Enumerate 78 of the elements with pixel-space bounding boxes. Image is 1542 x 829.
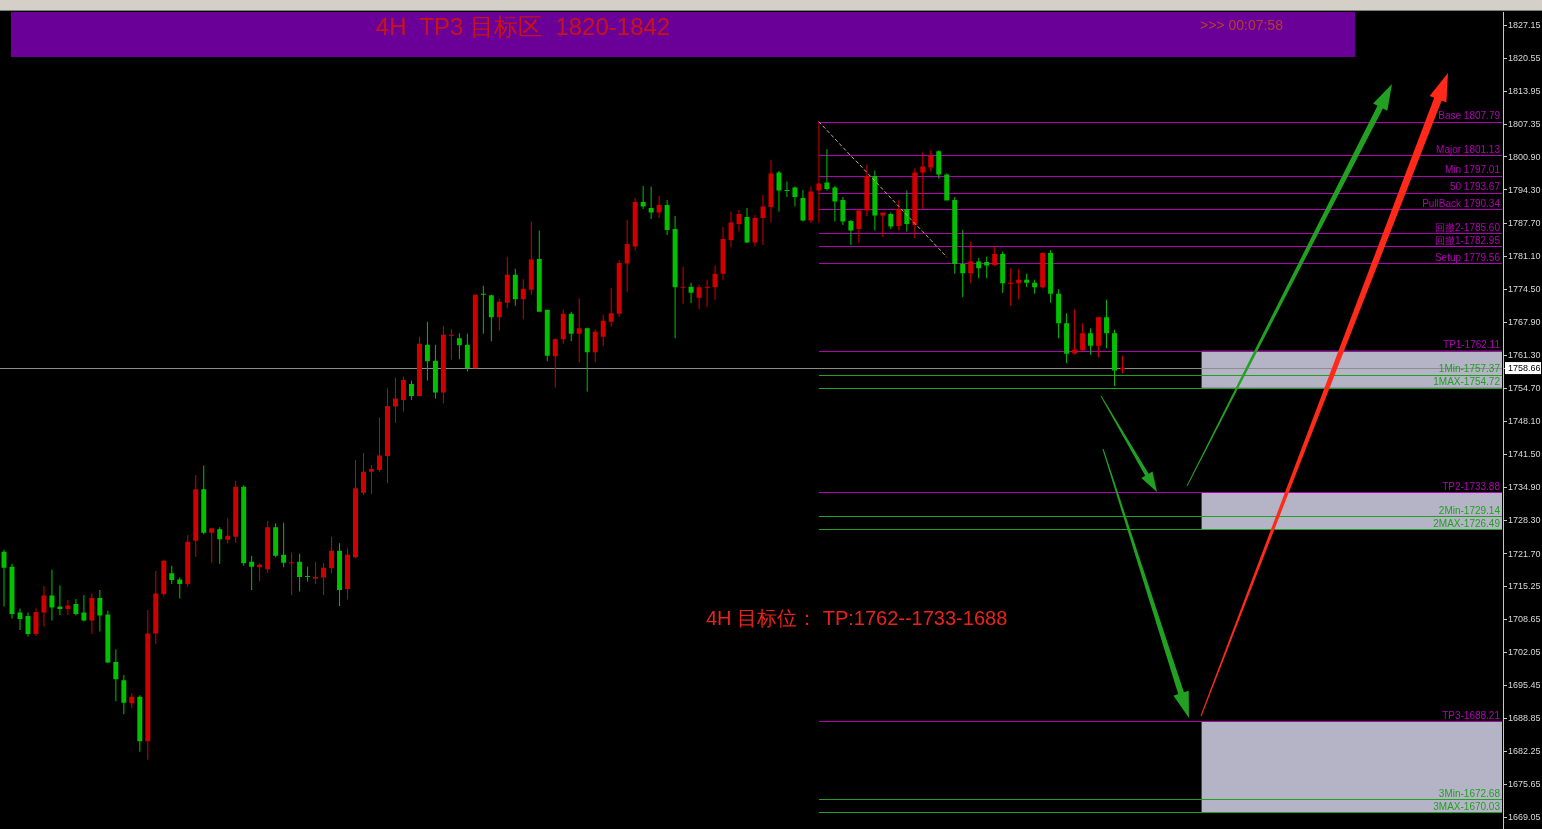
candlestick [960,230,966,298]
candlestick [65,599,71,615]
y-tick-label: 1675.65 [1508,779,1541,790]
line-series [818,121,948,258]
candlestick [480,285,486,334]
y-tick-label: 1721.70 [1508,548,1541,559]
candlestick [289,552,295,595]
ref-label: Min 1797.01 [1444,164,1500,176]
candlestick [1072,309,1078,355]
candlestick [209,528,215,563]
y-tick-label: 1781.10 [1508,250,1541,261]
y-tick-label: 1741.50 [1508,449,1541,460]
candlestick [57,585,63,615]
y-tick-label: 1758.66 [1508,363,1541,374]
y-tick-label: 1820.55 [1508,53,1541,64]
candlestick [576,298,582,363]
candlestick [984,256,990,279]
y-tick-label: 1813.95 [1508,86,1541,97]
y-tick-label: 1688.85 [1508,713,1541,724]
candlestick [880,212,886,238]
y-tick-label: 1774.50 [1508,283,1541,294]
ref-label: 回撤2-1785.60 [1434,221,1500,233]
y-tick-label: 1767.90 [1508,316,1541,327]
candlestick [608,288,614,327]
candlestick [169,565,175,584]
ref-label: 3Min-1672.68 [1438,787,1500,799]
candlestick [784,181,790,197]
candlestick [217,527,223,564]
y-tick-label: 1682.25 [1508,746,1541,757]
candlestick [305,566,311,582]
candlestick [792,186,798,207]
ref-label: 50 1793.67 [1449,181,1500,193]
y-tick-label: 1787.70 [1508,217,1541,228]
y-tick-label: 1715.25 [1508,580,1541,591]
y-tick-label: 1794.30 [1508,184,1541,195]
title: 4H TP3 目标区 1820-1842 [375,13,671,40]
ref-label: 1Min-1757.37 [1438,363,1500,375]
candlestick [249,555,255,590]
y-tick-label: 1754.70 [1508,383,1541,394]
y-tick-label: 1748.10 [1508,416,1541,427]
ref-label: PullBack 1790.34 [1422,197,1500,209]
candlestick [393,377,398,424]
ref-label: TP2-1733.88 [1442,480,1500,492]
candlestick [920,152,926,209]
y-tick-label: 1695.45 [1508,680,1541,691]
candlestick [225,518,231,544]
y-tick-label: 1728.30 [1508,515,1541,526]
annotation: >>> 00:07:58 [1200,17,1283,33]
ref-label: 2Min-1729.14 [1438,504,1500,516]
candlestick [369,465,374,495]
ref-label: 2MAX-1726.49 [1433,517,1500,529]
candlestick [448,329,454,360]
ref-label: Base 1807.79 [1438,110,1500,122]
y-tick-label: 1761.30 [1508,350,1541,361]
ref-label: 回撤1-1782.95 [1434,234,1500,246]
y-tick-label: 1827.15 [1508,20,1541,30]
candlestick [281,522,287,568]
candlestick [704,279,710,308]
candlestick [816,121,822,224]
candlestick [824,149,830,191]
ref-label: TP3-1688.21 [1442,709,1500,721]
y-tick-label: 1702.05 [1508,647,1541,657]
candlestick [1008,268,1014,306]
annotation: 4H 目标位： TP:1762--1733-1688 [706,607,1008,629]
ref-label: 1MAX-1754.72 [1433,376,1500,388]
candlestick [680,266,686,304]
ref-label: Setup 1779.56 [1434,251,1500,263]
candlestick [624,220,630,292]
y-tick-label: 1800.90 [1508,151,1541,162]
ref-label: TP1-1762.11 [1442,339,1500,351]
candlestick [848,220,854,246]
y-tick-label: 1734.90 [1508,482,1541,493]
ref-label: 3MAX-1670.03 [1433,800,1500,812]
y-tick-label: 1669.05 [1508,812,1541,823]
y-tick-label: 1807.35 [1508,119,1541,130]
candlestick [177,577,183,599]
y-tick-label: 1708.65 [1508,613,1541,624]
ref-label: Major 1801.13 [1436,143,1500,155]
